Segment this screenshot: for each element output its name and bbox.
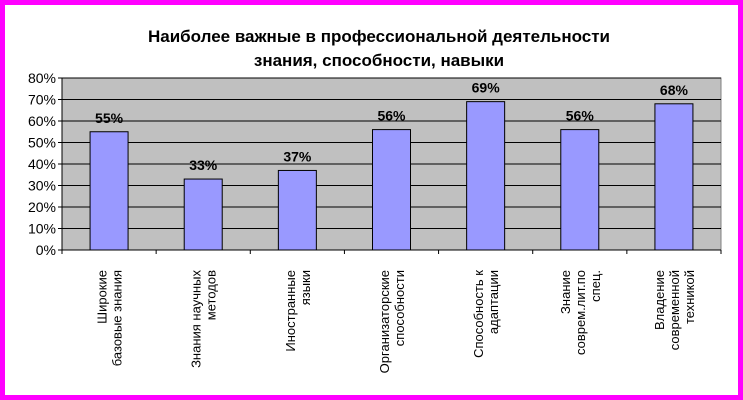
- y-tick-label: 80%: [28, 70, 56, 86]
- x-tick-label-line: Способность к: [471, 270, 486, 358]
- y-tick-label: 70%: [28, 92, 56, 108]
- x-tick-label-line: адаптации: [486, 270, 501, 334]
- x-tick-label-line: базовые знания: [110, 270, 125, 366]
- data-label: 37%: [283, 148, 312, 164]
- x-axis-labels: Широкие базовые знания Знания научных метод…: [61, 250, 722, 373]
- bar: [277, 169, 317, 251]
- y-axis-ticks: 0% 10% 20% 30% 40% 50% 60% 70% 80%: [28, 70, 62, 258]
- data-label: 56%: [566, 108, 595, 124]
- y-tick-label: 60%: [28, 113, 56, 129]
- bar: [654, 103, 694, 251]
- data-labels: 55% 33% 37% 56% 69% 56% 68%: [95, 80, 688, 173]
- bar: [372, 129, 411, 251]
- x-tick-label: Организаторские способности: [377, 270, 407, 373]
- data-label: 69%: [472, 80, 501, 96]
- data-label: 33%: [189, 157, 218, 173]
- x-tick-label: Иностранные языки: [283, 270, 313, 352]
- bar: [466, 101, 506, 251]
- x-tick-label-line: современной: [667, 270, 682, 350]
- bar-chart: Наиболее важные в профессиональной деяте…: [28, 27, 722, 373]
- x-tick-label-line: Знания научных: [189, 270, 204, 368]
- data-label: 56%: [377, 108, 406, 124]
- x-tick-label-line: техникой: [682, 270, 697, 324]
- y-tick-label: 10%: [28, 221, 56, 237]
- x-tick-label-line: языки: [298, 270, 313, 305]
- y-tick-label: 50%: [28, 135, 56, 151]
- bars: [89, 101, 694, 251]
- x-tick-label-line: методов: [204, 270, 219, 320]
- x-tick-label-line: Организаторские: [377, 270, 392, 373]
- x-tick-label: Широкие базовые знания: [95, 270, 125, 366]
- x-tick-label-line: спец.: [588, 270, 603, 302]
- x-tick-label: Владение современной техникой: [652, 270, 697, 350]
- bar: [560, 129, 600, 251]
- x-tick-label-line: способности: [392, 270, 407, 346]
- y-tick-label: 0%: [36, 242, 56, 258]
- y-tick-label: 30%: [28, 178, 56, 194]
- y-tick-label: 40%: [28, 156, 56, 172]
- x-tick-label: Способность к адаптации: [471, 270, 501, 358]
- y-tick-label: 20%: [28, 199, 56, 215]
- bar: [183, 178, 223, 251]
- data-label: 68%: [660, 82, 689, 98]
- bar: [89, 131, 129, 251]
- data-label: 55%: [95, 110, 124, 126]
- x-tick-label: Знание соврем.лит.по спец.: [558, 270, 603, 355]
- chart-title-line-1: Наиболее важные в профессиональной деяте…: [148, 27, 610, 46]
- x-tick-label-line: Широкие: [95, 270, 110, 324]
- chart-title-line-2: знания, способности, навыки: [254, 51, 504, 70]
- x-tick-label-line: Знание: [558, 270, 573, 314]
- x-tick-label-line: Владение: [652, 270, 667, 330]
- x-tick-label-line: соврем.лит.по: [573, 270, 588, 355]
- x-tick-label: Знания научных методов: [189, 270, 219, 368]
- x-tick-label-line: Иностранные: [283, 270, 298, 352]
